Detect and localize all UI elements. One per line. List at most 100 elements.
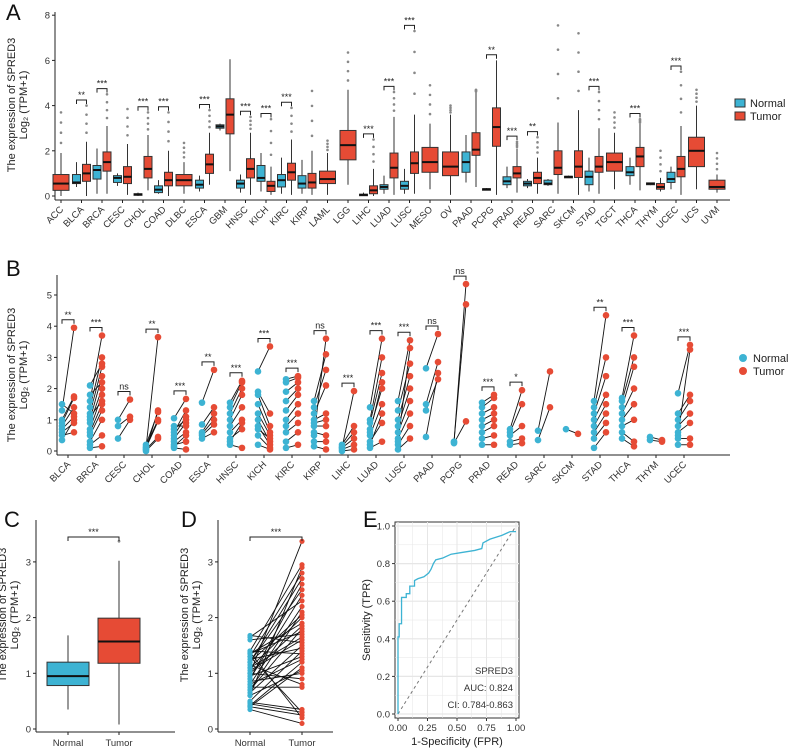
normal-point [674, 389, 682, 397]
outlier-point [577, 89, 580, 93]
outlier-point [515, 140, 519, 144]
x-tick-label: MESO [408, 204, 436, 232]
x-tick-label: ESCA [187, 459, 214, 486]
normal-point [366, 404, 374, 411]
normal-point [478, 435, 486, 442]
pair-line [341, 391, 355, 448]
normal-point [618, 422, 626, 430]
normal-point [478, 422, 486, 430]
significance-bracket [369, 330, 383, 335]
tumor-box [594, 155, 604, 173]
outlier-point [249, 115, 252, 119]
tumor-point [518, 435, 526, 442]
tumor-point [70, 393, 78, 400]
significance-bracket [249, 536, 303, 541]
significance-bracket [260, 113, 272, 118]
outlier-point [715, 157, 719, 160]
significance-label: *** [271, 527, 282, 537]
x-tick-label: PAAD [412, 459, 438, 485]
pair-line [249, 606, 303, 685]
significance-bracket [173, 390, 187, 395]
outlier-point [167, 120, 170, 124]
tumor-point [378, 335, 386, 342]
normal-point [422, 407, 430, 414]
normal-box [113, 175, 122, 183]
normal-point [394, 416, 402, 424]
outlier-point [208, 125, 211, 129]
x-tick-label: THCA [607, 459, 634, 486]
tumor-point [378, 354, 386, 361]
outlier-point [269, 153, 273, 157]
normal-point [282, 397, 290, 405]
tumor-point [299, 628, 305, 635]
normal-point [590, 410, 598, 417]
normal-point [86, 397, 94, 405]
tumor-point [98, 407, 106, 414]
tumor-point [406, 410, 414, 417]
panel-label-c: C [4, 507, 20, 532]
significance-bracket [506, 135, 518, 141]
x-tick-label: PCPG [470, 204, 497, 231]
outlier-point [597, 117, 601, 121]
tumor-point [322, 422, 330, 430]
normal-point [338, 444, 346, 452]
legend-tumor-swatch [739, 367, 747, 375]
tumor-point [238, 444, 246, 452]
pair-line [249, 703, 303, 713]
significance-label: *** [483, 377, 494, 387]
outlier-point [413, 71, 416, 75]
pair-line [61, 327, 75, 411]
x-tick-label: PRAD [467, 459, 494, 486]
normal-point [254, 416, 262, 424]
significance-bracket [397, 331, 411, 337]
outlier-point [695, 100, 698, 103]
pair-line [249, 709, 303, 724]
normal-point [394, 428, 402, 436]
outlier-point [659, 156, 662, 159]
tumor-point [294, 391, 302, 399]
roc-curve-line [397, 530, 516, 714]
x-tick-label: TGCT [594, 204, 620, 230]
panel-b-paired-plot: The expression of SPRED3 Log₂ (TPM+1) 0 1 2 3… [6, 266, 788, 486]
normal-point [674, 416, 682, 424]
significance-bracket [453, 275, 467, 281]
x-axis-title: 1-Specificity (FPR) [411, 736, 503, 748]
pair-line [89, 335, 103, 402]
significance-label: *** [199, 94, 210, 104]
pair-line [249, 578, 303, 663]
tumor-point [126, 396, 134, 403]
normal-point [506, 438, 514, 445]
significance-label: ** [488, 45, 496, 55]
x-tick-label: COAD [158, 459, 185, 486]
tumor-point [299, 720, 305, 727]
tumor-point [322, 416, 330, 424]
normal-point [254, 441, 262, 449]
normal-point [254, 400, 262, 408]
normal-point [226, 438, 234, 445]
normal-point [226, 428, 234, 436]
normal-point [247, 665, 253, 671]
normal-point [247, 632, 253, 639]
outlier-point [146, 122, 150, 125]
tumor-point [182, 395, 190, 403]
outlier-point [146, 116, 150, 120]
normal-point [226, 416, 234, 424]
x-tick-label: UCEC [654, 204, 681, 231]
outlier-point [126, 116, 129, 120]
normal-point [618, 404, 626, 411]
tumor-point [238, 377, 246, 385]
tumor-point [98, 416, 106, 424]
pair-line [249, 614, 303, 663]
outlier-point [269, 141, 273, 145]
outlier-point [428, 83, 432, 87]
panel-label-e: E [363, 507, 378, 532]
normal-point [310, 438, 318, 445]
tumor-point [182, 416, 190, 424]
normal-point [254, 410, 262, 417]
outlier-point [536, 146, 539, 149]
pair-line [249, 701, 303, 710]
pair-line [249, 658, 303, 685]
normal-point [618, 410, 626, 417]
tumor-point [630, 385, 638, 392]
normal-point [142, 444, 150, 452]
